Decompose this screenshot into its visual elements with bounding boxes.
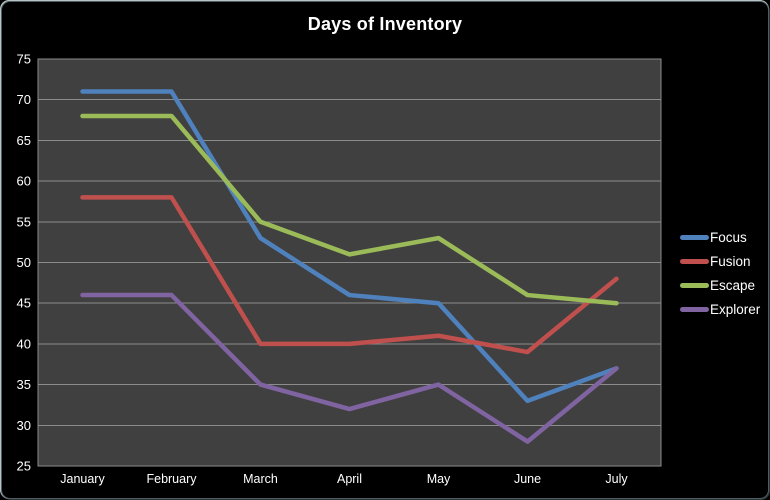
y-tick-label-65: 65 bbox=[17, 133, 31, 148]
legend-item-explorer: Explorer bbox=[680, 300, 760, 319]
legend-label-fusion: Fusion bbox=[710, 254, 751, 269]
x-tick-label-march: March bbox=[243, 472, 278, 486]
legend-marker-escape bbox=[680, 283, 709, 288]
series-line-focus bbox=[80, 89, 619, 404]
series-line-explorer bbox=[80, 292, 619, 444]
series-line-fusion bbox=[80, 195, 619, 355]
legend-marker-explorer bbox=[680, 307, 709, 312]
chart-title: Days of Inventory bbox=[307, 14, 463, 34]
y-tick-label-50: 50 bbox=[17, 255, 31, 270]
x-tick-label-july: July bbox=[605, 472, 628, 486]
y-tick-label-55: 55 bbox=[17, 214, 31, 229]
y-tick-label-70: 70 bbox=[17, 92, 31, 107]
x-tick-label-january: January bbox=[60, 472, 105, 486]
y-tick-label-25: 25 bbox=[17, 459, 31, 474]
y-tick-label-60: 60 bbox=[17, 174, 31, 189]
y-tick-label-45: 45 bbox=[17, 296, 31, 311]
series-line-escape bbox=[80, 113, 619, 306]
legend-item-fusion: Fusion bbox=[680, 252, 760, 271]
y-tick-label-40: 40 bbox=[17, 336, 31, 351]
legend-label-focus: Focus bbox=[710, 230, 747, 245]
legend-marker-focus bbox=[680, 235, 709, 240]
legend-label-explorer: Explorer bbox=[710, 302, 761, 317]
y-tick-label-35: 35 bbox=[17, 377, 31, 392]
x-tick-label-february: February bbox=[146, 472, 197, 486]
legend-label-escape: Escape bbox=[710, 278, 756, 293]
legend-item-escape: Escape bbox=[680, 276, 760, 295]
legend-item-focus: Focus bbox=[680, 228, 760, 247]
x-tick-label-june: June bbox=[514, 472, 541, 486]
x-tick-label-april: April bbox=[337, 472, 362, 486]
plot-border bbox=[37, 58, 662, 467]
legend-marker-fusion bbox=[680, 259, 709, 264]
x-tick-label-may: May bbox=[427, 472, 451, 486]
y-tick-label-30: 30 bbox=[17, 418, 31, 433]
legend: Focus Fusion Escape Explorer bbox=[680, 228, 760, 324]
y-tick-label-75: 75 bbox=[17, 52, 31, 67]
